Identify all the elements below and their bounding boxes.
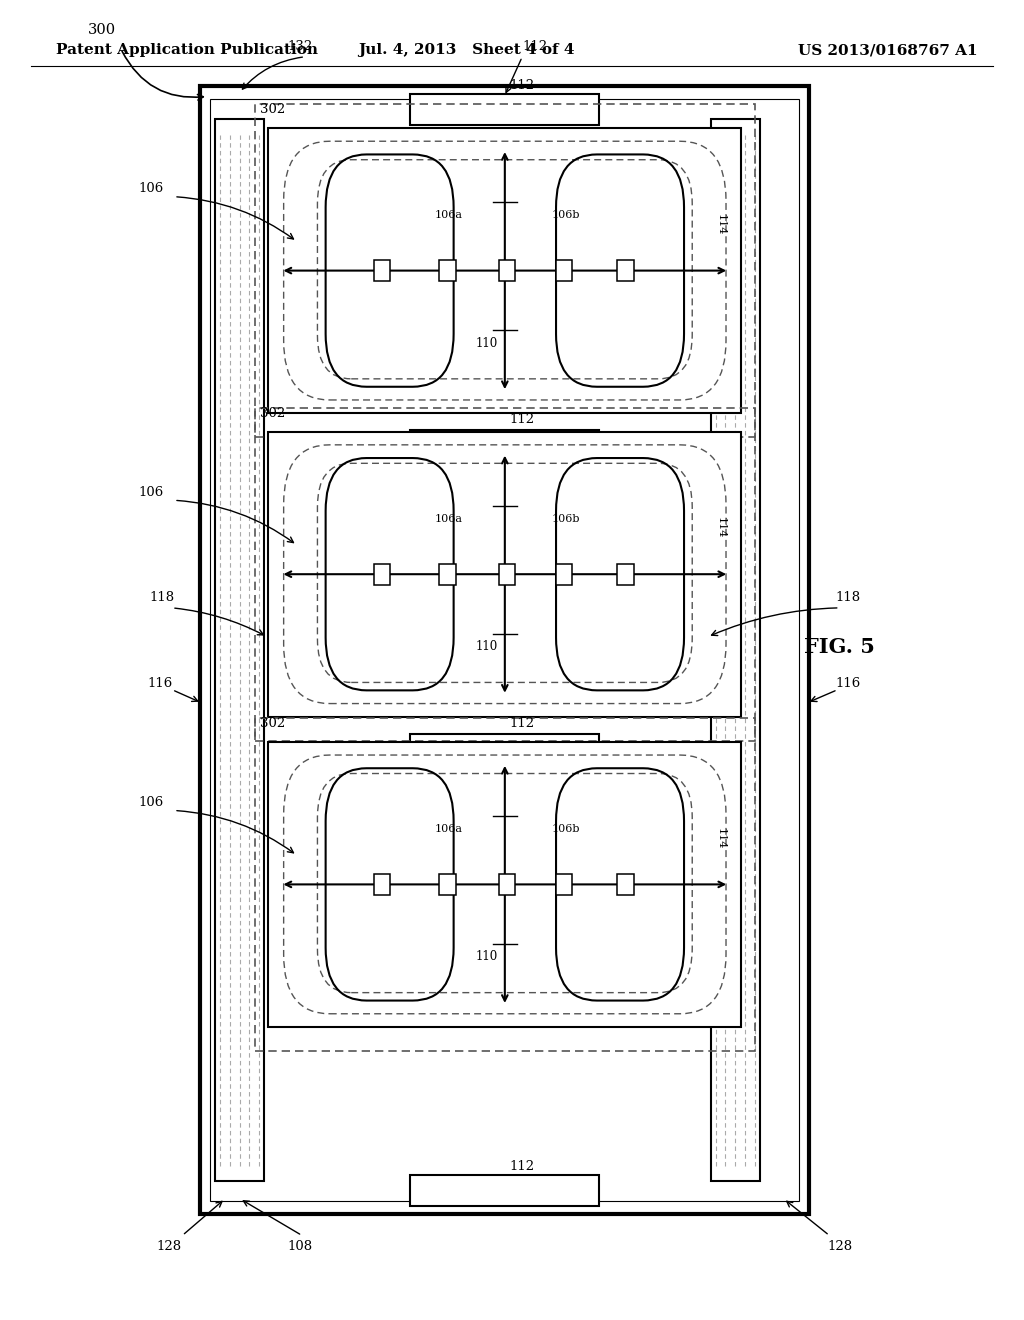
- Text: Patent Application Publication: Patent Application Publication: [56, 44, 318, 57]
- Text: 112: 112: [510, 1160, 535, 1173]
- Text: 114: 114: [716, 517, 726, 539]
- Bar: [410, 734, 599, 766]
- Bar: [556, 260, 572, 281]
- Bar: [556, 874, 572, 895]
- Text: 108: 108: [288, 1239, 312, 1253]
- Bar: [439, 564, 456, 585]
- Bar: [499, 874, 515, 895]
- Bar: [711, 119, 760, 1181]
- Bar: [439, 260, 456, 281]
- Text: 110: 110: [475, 640, 498, 653]
- Text: 106b: 106b: [552, 824, 581, 834]
- Text: 114: 114: [716, 214, 726, 235]
- Text: 106: 106: [139, 796, 164, 809]
- Text: 106a: 106a: [434, 824, 463, 834]
- Bar: [200, 86, 809, 1214]
- Bar: [617, 260, 634, 281]
- Text: 116: 116: [836, 677, 860, 689]
- Bar: [617, 564, 634, 585]
- Text: 112: 112: [510, 717, 535, 730]
- Text: FIG. 5: FIG. 5: [804, 636, 876, 657]
- Bar: [215, 119, 264, 1181]
- Text: 106: 106: [139, 182, 164, 195]
- Text: 106: 106: [139, 486, 164, 499]
- Bar: [255, 718, 755, 1051]
- Text: 112: 112: [510, 413, 535, 426]
- Bar: [268, 128, 741, 413]
- Text: 128: 128: [827, 1239, 852, 1253]
- Bar: [499, 260, 515, 281]
- Text: 132: 132: [288, 40, 312, 53]
- Bar: [410, 94, 599, 125]
- Bar: [374, 874, 390, 895]
- Text: 112: 112: [510, 79, 535, 92]
- Text: 106b: 106b: [552, 210, 581, 220]
- Text: 106a: 106a: [434, 513, 463, 524]
- Text: 110: 110: [475, 337, 498, 350]
- Text: 110: 110: [475, 950, 498, 964]
- Text: 118: 118: [836, 591, 860, 603]
- Bar: [410, 1175, 599, 1206]
- Text: 300: 300: [88, 24, 117, 37]
- Text: 106b: 106b: [552, 513, 581, 524]
- Text: 128: 128: [157, 1239, 181, 1253]
- Bar: [374, 260, 390, 281]
- Bar: [255, 408, 755, 741]
- Text: 302: 302: [260, 717, 286, 730]
- Bar: [268, 432, 741, 717]
- Text: 118: 118: [150, 591, 174, 603]
- Bar: [268, 742, 741, 1027]
- Bar: [255, 104, 755, 437]
- Bar: [410, 430, 599, 462]
- Text: 302: 302: [260, 407, 286, 420]
- Bar: [374, 564, 390, 585]
- Text: 112: 112: [522, 40, 548, 53]
- Text: US 2013/0168767 A1: US 2013/0168767 A1: [799, 44, 978, 57]
- Text: 106a: 106a: [434, 210, 463, 220]
- Bar: [556, 564, 572, 585]
- Bar: [439, 874, 456, 895]
- Text: 114: 114: [716, 828, 726, 849]
- Bar: [617, 874, 634, 895]
- Bar: [210, 99, 799, 1201]
- Text: Jul. 4, 2013   Sheet 4 of 4: Jul. 4, 2013 Sheet 4 of 4: [357, 44, 574, 57]
- Text: 302: 302: [260, 103, 286, 116]
- Text: 116: 116: [147, 677, 172, 689]
- Bar: [499, 564, 515, 585]
